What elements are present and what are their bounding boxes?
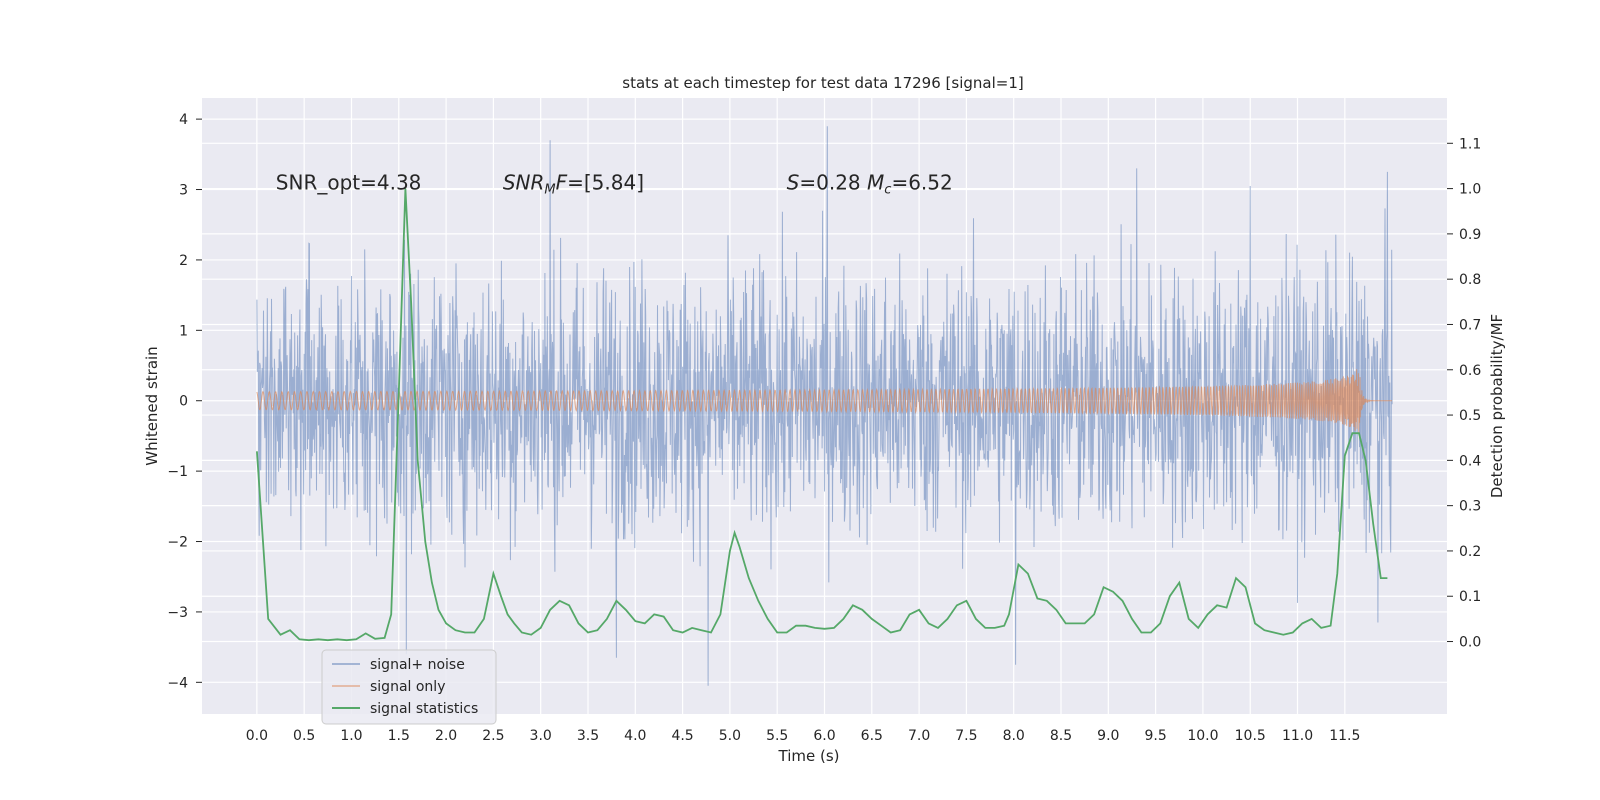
y2-tick-label: 1.1 [1459, 136, 1481, 152]
x-tick-label: 2.5 [482, 728, 504, 744]
x-tick-label: 1.5 [388, 728, 410, 744]
legend: signal+ noise signal only signal statistic… [321, 649, 497, 725]
x-tick-label: 1.0 [340, 728, 362, 744]
x-tick-label: 0.0 [246, 728, 268, 744]
signal-only-line [256, 369, 1393, 434]
signal-statistics-series [256, 188, 1388, 642]
x-tick-label: 9.5 [1144, 728, 1166, 744]
y2-tick-label: 0.1 [1459, 589, 1481, 605]
x-tick-label: 4.0 [624, 728, 646, 744]
x-axis-label: Time (s) [778, 747, 840, 765]
x-axis-ticks: 0.0 0.5 1.0 1.5 2.0 2.5 3.0 3.5 4.0 4.5 5.0 5.5 6.0 6… [246, 728, 1361, 744]
x-tick-label: 4.5 [671, 728, 693, 744]
y2-tick-label: 0.9 [1459, 227, 1481, 243]
signal-plus-noise-series [256, 126, 1393, 686]
y-tick-label: −1 [167, 464, 188, 480]
x-tick-label: 3.5 [577, 728, 599, 744]
signal-statistics-line [256, 188, 1388, 642]
y2-tick-label: 0.3 [1459, 499, 1481, 515]
y2-tick-label: 0.6 [1459, 363, 1481, 379]
y2-tick-label: 0.5 [1459, 408, 1481, 424]
y-tick-label: −2 [167, 535, 188, 551]
x-tick-label: 5.5 [766, 728, 788, 744]
x-tick-label: 7.5 [955, 728, 977, 744]
x-tick-label: 9.0 [1097, 728, 1119, 744]
annotation-text: S=0.28 Mc=6.52 [787, 170, 953, 197]
y2-axis-label: Detection probability/MF [1488, 314, 1506, 498]
y-tick-label: 0 [179, 394, 188, 410]
y-tick-label: 1 [179, 323, 188, 339]
x-tick-label: 3.0 [530, 728, 552, 744]
x-tick-label: 11.5 [1329, 728, 1360, 744]
x-tick-label: 8.5 [1050, 728, 1072, 744]
x-tick-label: 10.5 [1235, 728, 1266, 744]
annotations: SNR_opt=4.38 SNRMF=[5.84] S=0.28 Mc=6.52 [276, 170, 953, 197]
y-tick-label: 3 [179, 183, 188, 199]
annotation-text: SNR_opt=4.38 [276, 170, 422, 194]
y2-tick-label: 0.7 [1459, 317, 1481, 333]
x-tick-label: 5.0 [719, 728, 741, 744]
y-tick-label: −3 [167, 605, 188, 621]
y2-tick-label: 0.2 [1459, 544, 1481, 560]
y-axis-label: Whitened strain [143, 346, 161, 465]
x-tick-label: 2.0 [435, 728, 457, 744]
annotation-text: SNRMF=[5.84] [503, 170, 644, 197]
x-tick-label: 7.0 [908, 728, 930, 744]
x-tick-label: 11.0 [1282, 728, 1313, 744]
x-tick-label: 8.0 [1003, 728, 1025, 744]
y2-tick-label: 1.0 [1459, 182, 1481, 198]
y2-tick-label: 0.8 [1459, 272, 1481, 288]
legend-label: signal statistics [370, 701, 478, 717]
legend-label: signal+ noise [370, 657, 465, 673]
y-tick-label: 4 [179, 112, 188, 128]
signal-only-series [256, 369, 1393, 434]
x-tick-label: 10.0 [1187, 728, 1218, 744]
y-axis-ticks: 4 3 2 1 0 −1 −2 −3 −4 [167, 112, 202, 691]
y-tick-label: −4 [167, 675, 188, 691]
y2-tick-label: 0.0 [1459, 635, 1481, 651]
x-tick-label: 6.5 [861, 728, 883, 744]
y2-axis-ticks: 1.1 1.0 0.9 0.8 0.7 0.6 0.5 0.4 0.3 0.2 0.1 0.0 [1447, 136, 1481, 651]
x-tick-label: 6.0 [813, 728, 835, 744]
signal-plus-noise-line [256, 126, 1393, 686]
y2-tick-label: 0.4 [1459, 453, 1481, 469]
legend-label: signal only [370, 679, 445, 695]
chart-title: stats at each timestep for test data 172… [622, 74, 1023, 92]
y-tick-label: 2 [179, 253, 188, 269]
legend-box [321, 649, 497, 725]
x-tick-label: 0.5 [293, 728, 315, 744]
